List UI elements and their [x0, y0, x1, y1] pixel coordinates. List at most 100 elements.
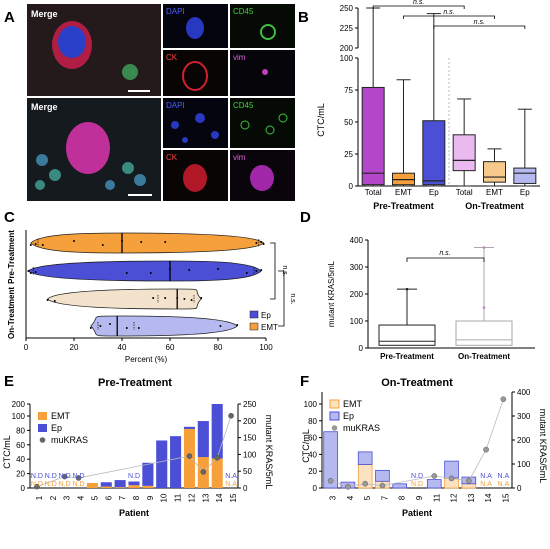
mukras-point — [448, 475, 455, 482]
significance-bracket — [372, 5, 465, 9]
bar-ep — [128, 481, 140, 486]
mukras-point — [200, 469, 207, 475]
ck-label-bottom: CK — [166, 153, 178, 162]
data-point — [200, 297, 203, 299]
legend-swatch-emt — [249, 322, 259, 331]
data-point — [260, 269, 263, 271]
y2-tick-label: 100 — [243, 450, 257, 459]
data-point — [121, 240, 123, 242]
nd-label: N.D — [128, 473, 140, 480]
y-tick-label: 0 — [21, 484, 26, 493]
x-tick-label: 10 — [160, 493, 169, 502]
bar-ep — [170, 436, 182, 488]
y-tick-label: 0 — [359, 344, 364, 353]
legend-label: Ep — [261, 311, 271, 320]
data-point — [219, 325, 222, 327]
mukras-point — [500, 396, 507, 403]
x-tick-label: 5 — [90, 495, 99, 500]
vim-label-bottom: vim — [233, 153, 246, 162]
nd-label: N.D — [73, 473, 85, 480]
panel-letter-d: D — [300, 209, 311, 226]
significance-bracket — [433, 25, 526, 29]
bar-ep — [357, 451, 373, 465]
group-label: On-Treatment — [7, 287, 16, 339]
bar-ep — [444, 460, 459, 479]
panel-letter-f: F — [300, 373, 309, 390]
y-tick-label: 225 — [340, 24, 354, 33]
panel-letter-b: B — [298, 9, 309, 26]
y-tick-label: 300 — [350, 263, 364, 272]
cd45-label-top: CD45 — [233, 7, 254, 16]
data-point — [137, 327, 140, 329]
bar-ep — [392, 483, 408, 489]
chart-d: 0 100 200 300 400 mutant KRAS/5mL Pre-Treatmen… — [327, 236, 535, 361]
x-tick-label: 15 — [229, 493, 238, 502]
data-point — [245, 272, 248, 274]
legend-swatch-ep — [329, 411, 340, 421]
legend-label: Ep — [343, 411, 354, 421]
x-tick-label: EMT — [395, 188, 412, 197]
data-point — [255, 242, 258, 244]
x-tick-label: 7 — [118, 495, 127, 500]
nd-label: N.D — [45, 481, 57, 488]
mukras-point — [345, 483, 351, 490]
chart-c: 0 20 40 60 80 100 Percent (%) Pre-Treatment On-T… — [7, 230, 296, 364]
y-tick-label: 100 — [350, 317, 364, 326]
x-tick-label: Ep — [429, 188, 439, 197]
nucleus — [58, 26, 86, 58]
x-tick-label: 13 — [467, 493, 476, 502]
legend-label: EMT — [51, 411, 71, 421]
cd45-label-bottom: CD45 — [233, 101, 254, 110]
significance-label: n.s. — [474, 19, 485, 26]
data-point — [152, 297, 155, 299]
data-point — [27, 270, 30, 272]
nd-label: N.A — [225, 481, 237, 488]
x-tick-label: 14 — [484, 493, 493, 502]
y-tick-label: 200 — [340, 44, 354, 53]
x-tick-label: 4 — [346, 495, 355, 500]
bar-ep — [211, 404, 223, 459]
bar-emt — [461, 483, 477, 489]
y-tick-label: 100 — [304, 400, 318, 409]
data-point — [34, 271, 37, 273]
y-tick-label: 20 — [16, 470, 25, 479]
data-point — [89, 327, 92, 329]
bar-emt — [86, 482, 98, 488]
data-point — [405, 287, 409, 291]
x-tick-label: 100 — [259, 343, 273, 352]
x-tick-label: 8 — [132, 495, 141, 500]
x-tick-label: 80 — [214, 343, 223, 352]
data-point — [149, 272, 152, 274]
legend-swatch-emt — [38, 412, 47, 420]
legend-swatch-mukras — [331, 425, 338, 431]
x-axis-label: Patient — [119, 508, 149, 518]
y2-axis-label: mutant KRAS/5mL — [538, 409, 548, 484]
significance-label: n.s. — [289, 293, 296, 304]
x-tick-label: 3 — [329, 495, 338, 500]
data-point — [46, 299, 49, 301]
significance-label: n.s. — [413, 0, 424, 6]
y2-tick-label: 200 — [517, 436, 531, 445]
y-tick-label: 20 — [308, 467, 317, 476]
x-tick-label: 40 — [118, 343, 127, 352]
x-tick-label: 20 — [70, 343, 79, 352]
box-emt — [392, 172, 415, 186]
y-axis-label: CTC/mL — [316, 103, 326, 137]
panel-letter-c: C — [4, 209, 15, 226]
data-point — [217, 268, 219, 270]
mukras-point — [362, 480, 368, 487]
nd-label: N.D — [411, 481, 423, 488]
data-point — [482, 306, 486, 309]
y-tick-label: 200 — [12, 400, 26, 409]
nd-label: N.A — [480, 473, 492, 480]
x-tick-label: Total — [456, 188, 473, 197]
y-axis-label: mutant KRAS/5mL — [327, 260, 336, 327]
nd-label: N.D — [31, 481, 43, 488]
mukras-point — [379, 482, 386, 489]
legend-label: Ep — [51, 423, 62, 433]
y-tick-label: 80 — [308, 417, 317, 426]
data-point — [169, 268, 171, 270]
data-point — [255, 270, 258, 272]
nd-label: N.A — [498, 473, 510, 480]
bar-ep — [323, 431, 338, 489]
